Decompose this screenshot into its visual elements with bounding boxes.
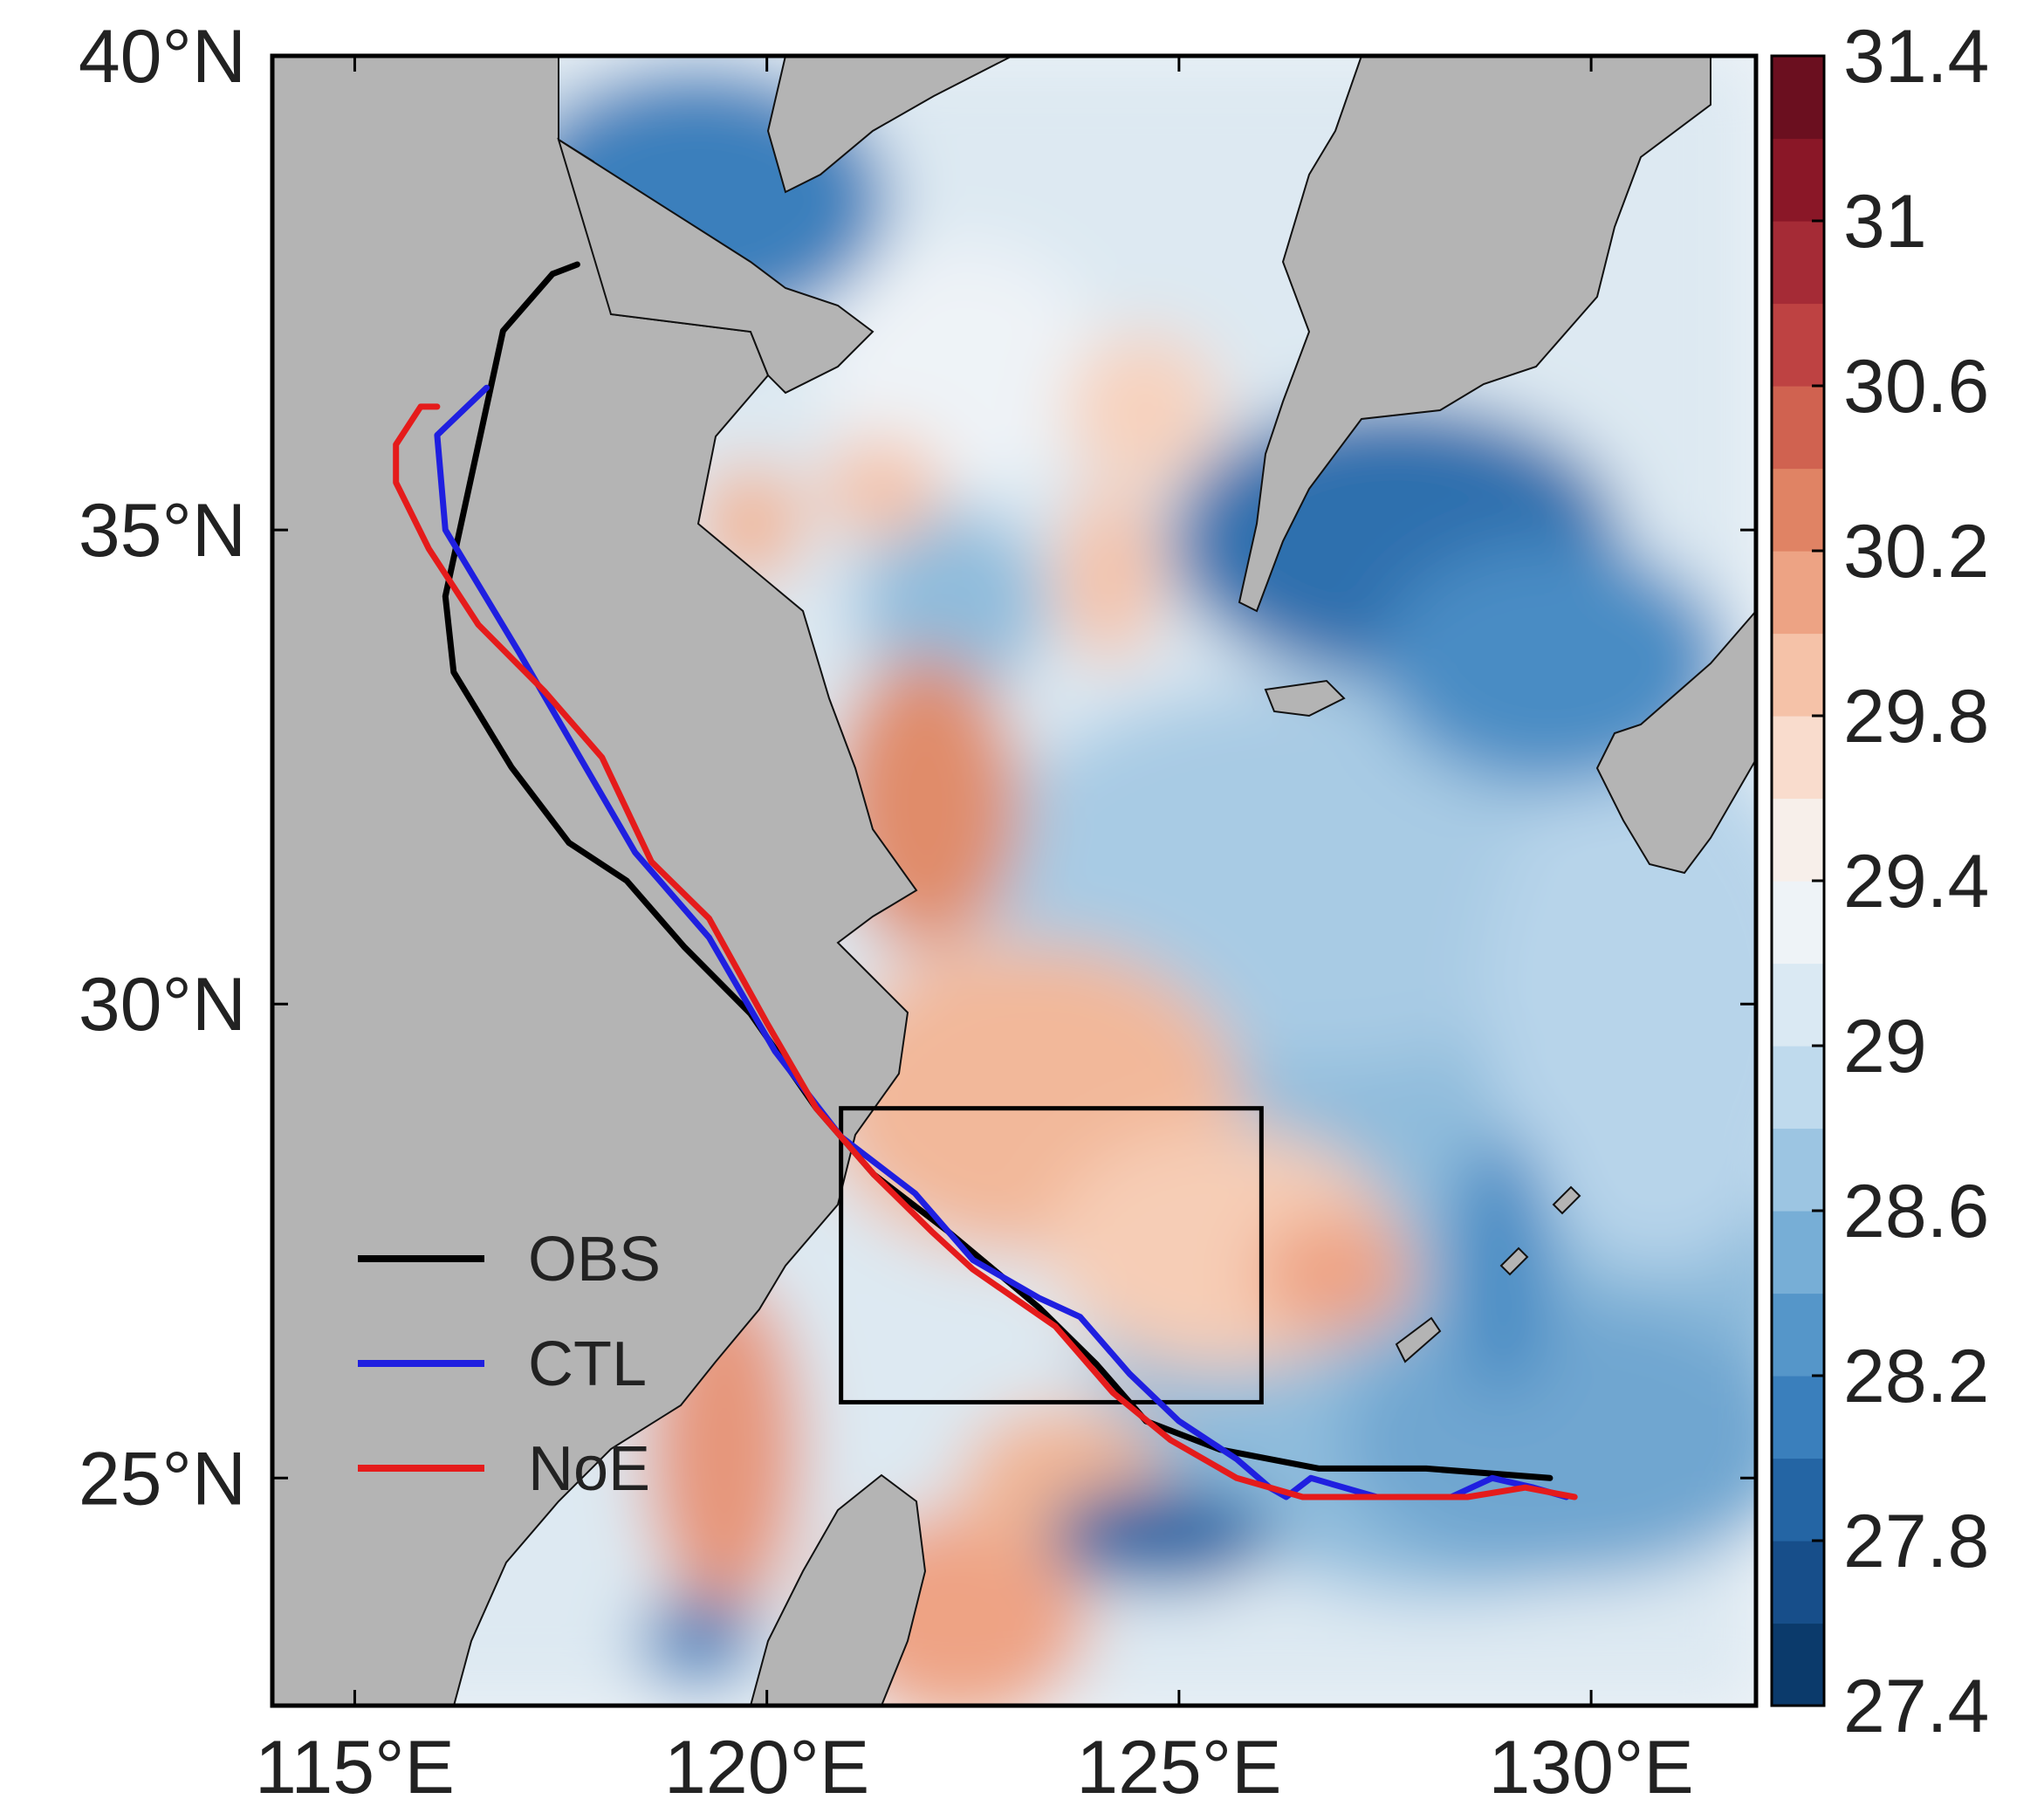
colorbar-segment	[1772, 1541, 1824, 1624]
lat-tick-label: 30°N	[79, 963, 246, 1047]
ryukyu-islands	[1395, 1185, 1581, 1363]
colorbar-segment	[1772, 716, 1824, 800]
lat-tick-label: 35°N	[79, 489, 246, 573]
colorbar-segment	[1772, 798, 1824, 882]
colorbar-tick-label: 29	[1843, 1005, 1927, 1088]
colorbar-segment	[1772, 963, 1824, 1047]
colorbar-segment	[1772, 56, 1824, 140]
legend-label-ctl: CTL	[528, 1329, 647, 1399]
land	[272, 56, 1756, 1706]
colorbar-segment	[1772, 1046, 1824, 1130]
colorbar-segment	[1772, 881, 1824, 965]
legend-label-obs: OBS	[528, 1225, 661, 1294]
map-panel: 115°E 120°E 125°E 130°E 25°N 30°N 35°N 40°N	[79, 15, 1759, 1806]
track-noe	[393, 403, 1578, 1500]
axis-ticks: 115°E 120°E 125°E 130°E 25°N 30°N 35°N 40°N	[79, 15, 1756, 1806]
colorbar-segment	[1772, 221, 1824, 305]
colorbar-tick-label: 30.6	[1843, 345, 1989, 429]
colorbar-tick-label: 31	[1843, 180, 1927, 264]
colorbar-tick-label: 30.2	[1843, 510, 1989, 594]
lon-tick-label: 125°E	[1076, 1726, 1281, 1806]
jeju-island	[1264, 679, 1346, 718]
colorbar-tick-label: 28.6	[1843, 1170, 1989, 1253]
colorbar-segment	[1772, 1458, 1824, 1542]
korean-peninsula	[1238, 56, 1711, 613]
colorbar-tick-label: 29.8	[1843, 675, 1989, 759]
lon-tick-label: 115°E	[255, 1726, 455, 1806]
colorbar-tick-label: 28.2	[1843, 1335, 1989, 1418]
map-frame	[270, 53, 1759, 1708]
colorbar-segments	[1772, 56, 1824, 1706]
taiwan	[749, 1473, 927, 1706]
colorbar-ticks: 31.4 31 30.6 30.2 29.8 29.4 29 28.6 28.2 27.8 27.4	[1812, 15, 1989, 1748]
colorbar-segment	[1772, 1376, 1824, 1459]
japan-kyushu	[1595, 609, 1756, 875]
liaodong-peninsula	[766, 56, 1013, 194]
colorbar-segment	[1772, 551, 1824, 635]
lon-tick-label: 120°E	[664, 1726, 869, 1806]
legend-label-noe: NoE	[528, 1434, 650, 1504]
colorbar-tick-label: 27.8	[1843, 1500, 1989, 1583]
colorbar-segment	[1772, 1623, 1824, 1706]
colorbar-segment	[1772, 303, 1824, 387]
colorbar-tick-label: 29.4	[1843, 840, 1989, 924]
study-box-rect	[839, 1106, 1264, 1404]
legend: OBS CTL NoE	[358, 1225, 661, 1504]
tracks	[393, 261, 1578, 1500]
colorbar-segment	[1772, 386, 1824, 470]
lat-tick-label: 40°N	[79, 15, 246, 99]
shandong-peninsula	[557, 137, 875, 395]
colorbar-segment	[1772, 633, 1824, 717]
colorbar-segment	[1772, 138, 1824, 222]
colorbar: 31.4 31 30.6 30.2 29.8 29.4 29 28.6 28.2 27.8 27.4	[1770, 15, 1989, 1748]
colorbar-segment	[1772, 1128, 1824, 1212]
lon-tick-label: 130°E	[1488, 1726, 1693, 1806]
colorbar-segment	[1772, 1293, 1824, 1377]
lat-tick-label: 25°N	[79, 1437, 246, 1521]
study-box	[839, 1106, 1264, 1404]
colorbar-tick-label: 27.4	[1843, 1665, 1989, 1748]
colorbar-tick-label: 31.4	[1843, 15, 1989, 99]
colorbar-segment	[1772, 1211, 1824, 1294]
colorbar-segment	[1772, 468, 1824, 552]
